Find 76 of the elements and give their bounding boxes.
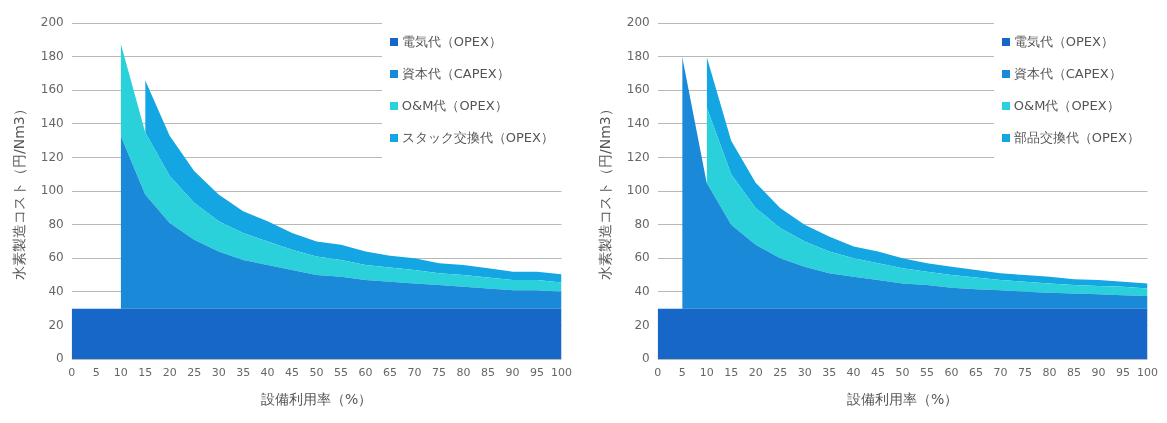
y-tick-label: 160 (40, 82, 64, 97)
legend-label: O&M代（OPEX） (401, 97, 508, 115)
x-tick-label: 100 (551, 366, 572, 380)
y-tick-label: 200 (40, 15, 64, 30)
y-tick-label: 180 (40, 48, 64, 63)
y-tick-label: 140 (40, 116, 64, 131)
x-tick-label: 55 (920, 366, 935, 380)
x-tick-label: 60 (358, 366, 373, 380)
y-tick-label: 0 (642, 351, 650, 366)
x-tick-label: 75 (432, 366, 447, 380)
y-tick-label: 200 (626, 15, 650, 30)
x-tick-label: 100 (1137, 366, 1158, 380)
x-tick-label: 45 (871, 366, 886, 380)
y-tick-label: 120 (40, 149, 64, 164)
y-tick-label: 60 (48, 250, 64, 265)
x-tick-label: 15 (724, 366, 739, 380)
y-tick-label: 120 (626, 149, 650, 164)
x-tick-label: 10 (113, 366, 128, 380)
x-tick-label: 5 (92, 366, 100, 380)
x-tick-label: 85 (481, 366, 496, 380)
x-tick-label: 40 (260, 366, 275, 380)
x-axis-title: 設備利用率（%） (846, 391, 959, 408)
x-tick-label: 50 (895, 366, 910, 380)
legend-label: 資本代（CAPEX） (401, 65, 510, 83)
x-tick-label: 75 (1018, 366, 1033, 380)
legend-label: 電気代（OPEX） (1013, 33, 1114, 51)
x-tick-label: 90 (1091, 366, 1106, 380)
x-tick-label: 10 (699, 366, 714, 380)
x-tick-label: 65 (969, 366, 984, 380)
y-tick-label: 40 (634, 283, 650, 298)
legend-label: スタック交換代（OPEX） (401, 129, 554, 147)
x-tick-label: 80 (1042, 366, 1057, 380)
x-tick-label: 55 (334, 366, 349, 380)
x-tick-label: 85 (1067, 366, 1082, 380)
x-tick-label: 25 (773, 366, 788, 380)
x-tick-label: 90 (505, 366, 520, 380)
x-axis-title: 設備利用率（%） (260, 391, 373, 408)
x-tick-label: 15 (138, 366, 153, 380)
legend-label: 資本代（CAPEX） (1013, 65, 1122, 83)
x-tick-label: 5 (678, 366, 686, 380)
y-tick-label: 160 (626, 82, 650, 97)
legend-label: 電気代（OPEX） (401, 33, 502, 51)
y-tick-label: 20 (48, 317, 64, 332)
x-tick-label: 70 (407, 366, 422, 380)
x-tick-label: 20 (162, 366, 177, 380)
x-tick-label: 95 (530, 366, 545, 380)
x-tick-label: 45 (285, 366, 300, 380)
x-tick-label: 35 (236, 366, 251, 380)
x-tick-label: 30 (797, 366, 812, 380)
y-tick-label: 40 (48, 283, 64, 298)
x-tick-label: 60 (944, 366, 959, 380)
x-tick-label: 65 (383, 366, 398, 380)
x-tick-label: 25 (187, 366, 202, 380)
x-tick-label: 30 (211, 366, 226, 380)
x-tick-label: 95 (1116, 366, 1131, 380)
y-tick-label: 80 (634, 216, 650, 231)
x-tick-label: 80 (456, 366, 471, 380)
legend-label: 部品交換代（OPEX） (1013, 129, 1140, 147)
y-axis-title: 水素製造コスト（円/Nm3） (597, 102, 614, 280)
x-tick-label: 20 (748, 366, 763, 380)
y-tick-label: 20 (634, 317, 650, 332)
y-tick-label: 60 (634, 250, 650, 265)
x-tick-label: 70 (993, 366, 1008, 380)
y-tick-label: 0 (56, 351, 64, 366)
y-tick-label: 100 (626, 183, 650, 198)
x-tick-label: 50 (309, 366, 324, 380)
y-tick-label: 140 (626, 116, 650, 131)
x-tick-label: 35 (822, 366, 837, 380)
x-tick-label: 0 (68, 366, 76, 380)
y-tick-label: 80 (48, 216, 64, 231)
x-tick-label: 40 (846, 366, 861, 380)
legend-label: O&M代（OPEX） (1013, 97, 1120, 115)
y-axis-title: 水素製造コスト（円/Nm3） (11, 102, 28, 280)
x-tick-label: 0 (654, 366, 662, 380)
y-tick-label: 100 (40, 183, 64, 198)
y-tick-label: 180 (626, 48, 650, 63)
